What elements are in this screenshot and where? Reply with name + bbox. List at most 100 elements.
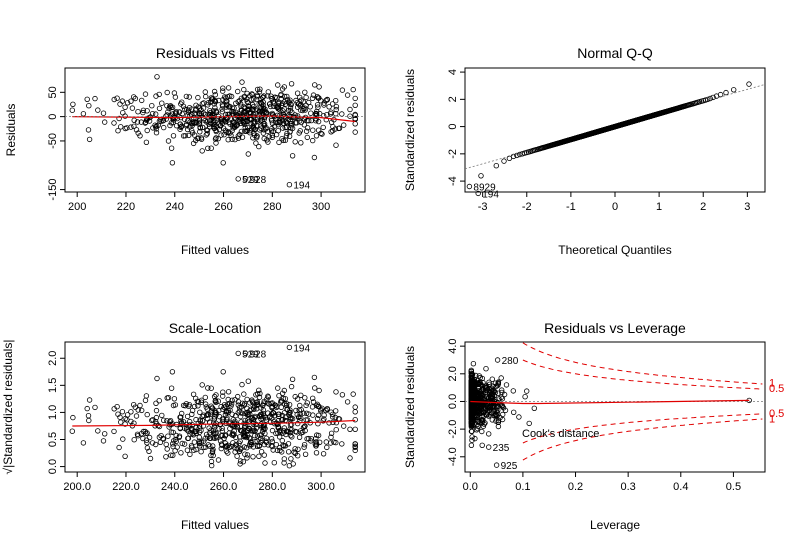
data-point: [469, 371, 476, 378]
data-point: [131, 123, 137, 129]
data-point: [144, 127, 150, 134]
data-point: [330, 127, 336, 134]
data-point: [352, 102, 358, 108]
x-tick-label: 0.0: [463, 481, 478, 493]
data-point: [499, 387, 505, 393]
data-point: [156, 118, 163, 124]
data-point: [473, 414, 480, 420]
data-point: [289, 376, 296, 382]
data-point: [240, 433, 247, 439]
data-point: [295, 115, 301, 121]
data-point: [258, 99, 264, 106]
data-point: [119, 409, 126, 415]
data-point: [489, 417, 495, 423]
data-point: [313, 450, 320, 456]
data-point: [257, 108, 263, 115]
data-point: [204, 434, 211, 440]
data-point: [244, 98, 250, 105]
data-point: [183, 93, 190, 100]
data-point: [237, 458, 244, 464]
data-point: [160, 417, 167, 423]
data-point: [111, 120, 117, 126]
outlier-label: 8929: [473, 183, 496, 194]
data-point: [324, 444, 330, 451]
data-point: [210, 446, 216, 453]
data-point: [207, 411, 214, 417]
data-point: [258, 449, 265, 455]
data-point: [301, 442, 308, 448]
data-point: [173, 122, 180, 129]
data-point: [219, 106, 225, 112]
data-point: [510, 388, 516, 394]
data-point: [229, 430, 236, 437]
y-tick-label: 0: [47, 114, 59, 120]
data-point: [189, 127, 195, 134]
data-point: [310, 395, 316, 401]
data-point: [143, 393, 150, 399]
data-point: [253, 140, 259, 146]
data-point: [213, 392, 219, 398]
data-point: [268, 436, 275, 442]
data-point: [156, 105, 163, 112]
data-point: [352, 444, 358, 450]
data-point: [312, 385, 318, 391]
data-point: [220, 160, 226, 166]
data-point: [204, 118, 211, 124]
data-point: [199, 101, 206, 107]
data-point: [347, 106, 353, 113]
data-point: [213, 435, 220, 441]
data-point: [211, 88, 218, 95]
data-point: [210, 430, 217, 436]
data-point: [295, 420, 301, 427]
data-point: [296, 130, 302, 136]
data-point: [304, 400, 310, 406]
data-point: [500, 404, 506, 410]
data-point: [283, 124, 290, 130]
data-point: [235, 350, 241, 357]
x-tick-label: 0: [612, 201, 618, 213]
data-point: [484, 412, 490, 418]
data-point: [288, 81, 295, 87]
data-point: [205, 385, 211, 391]
smoother-line: [72, 115, 356, 123]
data-point: [276, 393, 282, 399]
y-tick-label: 1.5: [47, 378, 59, 393]
data-point: [323, 439, 329, 445]
data-point: [225, 389, 232, 395]
data-point: [287, 107, 293, 114]
y-tick-label: -150: [47, 179, 59, 201]
data-point: [173, 110, 179, 117]
data-point: [483, 406, 489, 412]
data-point: [153, 93, 159, 99]
data-point: [241, 425, 248, 431]
data-point: [208, 385, 214, 391]
y-tick-label: -2.0: [447, 420, 459, 439]
data-point: [179, 111, 185, 117]
data-point: [341, 423, 347, 429]
data-point: [164, 89, 170, 96]
data-point: [170, 443, 176, 450]
data-point: [225, 94, 231, 100]
data-point: [149, 102, 155, 109]
data-point: [200, 412, 207, 418]
data-point: [196, 441, 203, 447]
data-point: [198, 135, 204, 141]
panel-normal-qq: Normal Q-Q Theoretical Quantiles Standar…: [403, 45, 766, 257]
data-point: [276, 100, 282, 107]
data-point: [313, 116, 319, 122]
data-point: [482, 420, 488, 426]
data-point: [291, 449, 297, 455]
data-point: [114, 95, 120, 101]
data-point: [300, 99, 307, 105]
data-point: [274, 403, 280, 409]
data-point: [242, 128, 248, 134]
data-point: [117, 414, 123, 420]
data-point: [228, 132, 234, 139]
data-point: [160, 117, 167, 124]
data-point: [219, 428, 226, 434]
data-point: [295, 453, 301, 459]
data-point: [301, 423, 308, 430]
data-point: [181, 441, 188, 447]
data-point: [209, 443, 216, 449]
data-point: [219, 442, 225, 448]
